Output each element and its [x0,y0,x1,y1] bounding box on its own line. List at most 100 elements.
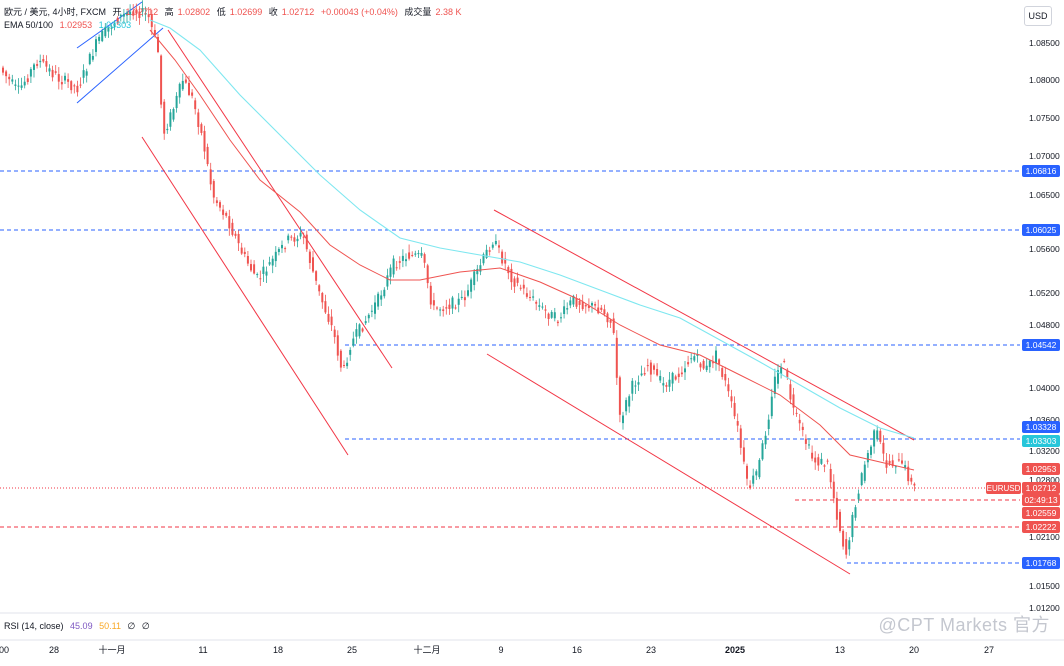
candle-body [349,349,352,355]
candle-body [95,39,97,52]
candle-body [603,309,606,315]
candle-body [408,252,411,259]
candle-body [671,372,674,384]
candle-body [479,265,482,272]
candle-body [566,308,569,310]
candle-body [814,457,817,463]
candle-body [656,369,659,376]
candle-body [758,459,761,478]
candle-body [36,64,39,66]
candle-body [129,11,132,15]
candle-body [767,419,770,429]
candle-body [364,321,367,324]
candle-body [829,468,832,483]
candle-body [296,238,299,242]
candle-body [119,14,122,17]
candle-body [851,514,854,538]
candle-body [395,267,398,269]
candle-body [835,497,838,520]
candle-body [615,337,618,378]
candle-body [361,328,364,332]
candle-body [250,264,252,271]
time-axis[interactable]: 00 28 十一月 11 18 25 十二月 9 16 23 2025 13 20 27 [0,644,994,655]
candle-body [318,285,321,292]
currency-button[interactable]: USD [1024,6,1052,26]
price-axis[interactable]: 1.08500 1.08000 1.07500 1.07000 1.06500 1.056… [1029,38,1060,613]
candle-body [91,55,94,60]
candle-body [23,81,26,86]
rsi-legend[interactable]: RSI (14, close) 45.09 50.11 ∅ ∅ [4,621,154,632]
y-tick-label: 1.04000 [1029,383,1060,393]
candle-body [237,233,240,244]
candle-body [51,69,54,78]
candle-body [801,426,804,430]
candle-body [550,311,553,318]
price-tag-bg [1022,165,1060,177]
candle-body [64,75,66,81]
candle-body [132,11,135,16]
price-tag-bg [1022,463,1060,475]
candle-body [746,465,748,479]
level-lines [0,170,1020,564]
candle-body [88,53,91,65]
channel-line-lower-1 [141,136,349,456]
x-tick-label: 25 [347,645,357,655]
candle-body [823,465,826,467]
candle-body [166,128,169,131]
candle-body [820,458,823,464]
candle-body [284,248,287,250]
candle-body [414,253,417,255]
y-tick-label: 1.02800 [1029,475,1060,485]
candle-body [144,12,147,15]
candle-body [367,314,370,319]
candle-body [634,385,637,387]
x-tick-label: 十一月 [98,644,125,655]
rsi-value-3: ∅ [127,621,136,631]
symbol-title[interactable]: 欧元 / 美元, 4小时, FXCM [4,7,107,17]
x-tick-label: 11 [198,645,207,655]
candle-body [482,254,485,264]
candle-body [70,81,73,91]
candle-body [488,250,491,252]
candle-body [256,274,259,276]
candle-body [628,396,631,407]
candle-body [770,396,773,417]
candle-body [798,419,801,424]
candle-body [197,112,200,127]
price-tag-bg [1022,482,1060,494]
blue-channel-upper [76,1,143,49]
price-tag: 1.03328 [1026,422,1057,432]
candle-body [594,304,597,306]
candle-body [181,80,184,90]
candle-body [383,289,386,297]
candle-body [708,360,711,368]
change-value: +0.00043 (+0.04%) [320,7,398,17]
low-label: 低 [216,7,226,17]
candle-body [305,234,308,250]
candle-body [253,264,256,274]
candle-body [374,302,376,314]
candle-body [736,421,739,426]
candle-body [649,362,652,375]
candle-body [808,444,810,446]
candle-body [848,540,851,550]
candle-body [184,79,187,83]
candle-body [742,447,745,462]
candle-body [516,277,519,283]
candle-body [467,290,469,296]
candle-body [839,511,841,531]
candle-body [122,13,125,17]
price-tag-bg [1022,521,1060,533]
y-tick-label: 1.05200 [1029,288,1060,298]
candle-body [854,507,857,518]
candle-body [643,373,646,375]
candle-body [79,84,82,86]
candle-body [442,309,445,312]
price-tag-bg [1022,421,1060,433]
candle-body [405,259,407,262]
ema-legend[interactable]: EMA 50/100 1.02953 1.03303 [4,20,135,30]
ema50-value: 1.02953 [59,20,93,30]
candle-body [380,295,383,300]
